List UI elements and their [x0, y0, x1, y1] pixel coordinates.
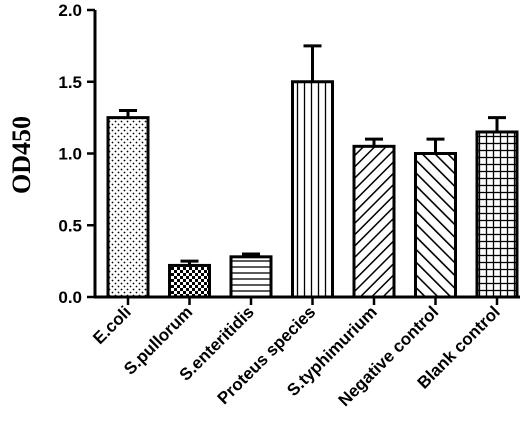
bar — [352, 144, 396, 299]
y-tick-label: 0.0 — [58, 288, 82, 307]
bar — [229, 255, 273, 299]
bar — [414, 152, 457, 299]
y-axis-label: OD450 — [7, 116, 36, 194]
bar — [106, 116, 150, 299]
bar — [291, 80, 334, 299]
y-ticks-group: 0.0 0.5 1.0 1.5 2.0 — [58, 1, 95, 307]
bar — [168, 263, 211, 299]
bar — [475, 130, 519, 299]
x-category-label: E.coli — [89, 302, 135, 348]
bars-group — [106, 44, 519, 299]
y-tick-label: 1.0 — [58, 145, 82, 164]
y-tick-label: 2.0 — [58, 1, 82, 20]
y-tick-label: 1.5 — [58, 73, 82, 92]
y-tick-label: 0.5 — [58, 216, 82, 235]
